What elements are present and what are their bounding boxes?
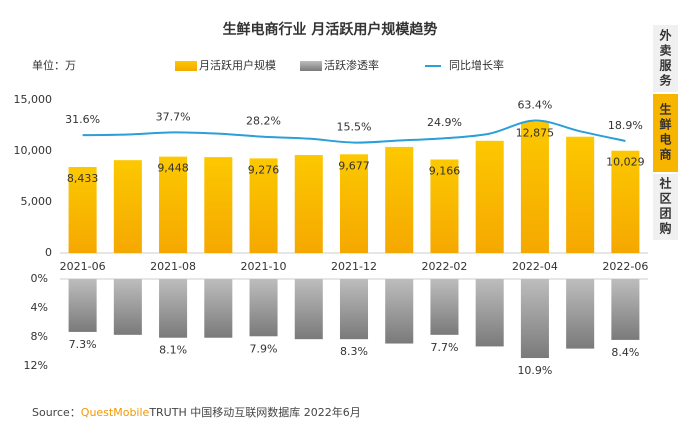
y2-tick-label: 12% [24, 359, 48, 372]
bar [520, 279, 549, 359]
y2-tick-label: 8% [31, 330, 48, 343]
bar [68, 279, 97, 332]
bar [475, 279, 504, 347]
side-tab[interactable]: 外卖服务 [653, 25, 678, 92]
source-text: TRUTH 中国移动互联网数据库 2022年6月 [149, 406, 361, 419]
data-label: 9,166 [429, 165, 461, 178]
data-label: 63.4% [517, 99, 552, 112]
legend-label: 活跃渗透率 [324, 58, 379, 72]
bar [159, 156, 188, 253]
bar [611, 279, 640, 340]
bar [566, 136, 595, 253]
y2-tick-label: 0% [31, 272, 48, 285]
legend-label: 同比增长率 [449, 58, 504, 72]
legend-swatch [300, 61, 322, 71]
bar [68, 166, 97, 253]
bar [294, 279, 323, 340]
bar [430, 279, 459, 335]
data-label: 9,677 [338, 159, 370, 172]
bar [430, 159, 459, 253]
x-tick-label: 2021-12 [331, 260, 377, 273]
x-tick-label: 2021-10 [241, 260, 287, 273]
legend-swatch [175, 61, 197, 71]
bar [294, 155, 323, 253]
x-tick-label: 2022-06 [602, 260, 648, 273]
side-tab[interactable]: 生鲜电商 [653, 94, 678, 172]
y-tick-label: 5,000 [21, 195, 53, 208]
data-label: 28.2% [246, 115, 281, 128]
data-label: 37.7% [156, 110, 191, 123]
bar [204, 279, 233, 338]
bar [204, 157, 233, 253]
data-label: 15.5% [337, 121, 372, 134]
data-label: 7.3% [69, 338, 97, 351]
bar [113, 160, 142, 253]
legend-label: 月活跃用户规模 [199, 58, 276, 72]
line [82, 119, 626, 144]
data-label: 12,875 [516, 127, 555, 140]
source-brand: QuestMobile [80, 406, 150, 419]
x-tick-label: 2022-04 [512, 260, 558, 273]
data-label: 8.3% [340, 345, 368, 358]
side-tab[interactable]: 社区团购 [653, 174, 678, 240]
bar [249, 279, 278, 337]
source-label: Source： [32, 406, 81, 419]
bar [249, 158, 278, 253]
x-tick-label: 2021-06 [60, 260, 106, 273]
bar [385, 146, 414, 253]
data-label: 10.9% [517, 364, 552, 377]
y-tick-label: 15,000 [14, 93, 53, 106]
data-label: 7.7% [430, 341, 458, 354]
bar [385, 279, 414, 344]
bar [339, 154, 369, 253]
bar [113, 279, 142, 335]
y-tick-label: 0 [45, 246, 52, 259]
x-tick-label: 2021-08 [150, 260, 196, 273]
data-label: 9,276 [248, 163, 280, 176]
data-label: 8.4% [611, 346, 639, 359]
chart-title: 生鲜电商行业 月活跃用户规模趋势 [223, 21, 438, 38]
bar [475, 140, 504, 253]
bar [520, 121, 549, 253]
bar [566, 279, 595, 349]
data-label: 8,433 [67, 172, 99, 185]
data-label: 7.9% [250, 342, 278, 355]
data-label: 9,448 [157, 162, 189, 175]
y-tick-label: 10,000 [14, 144, 53, 157]
x-tick-label: 2022-02 [421, 260, 467, 273]
data-label: 8.1% [159, 344, 187, 357]
bar [159, 279, 188, 338]
bar [611, 150, 640, 253]
unit-label: 单位：万 [32, 58, 76, 72]
data-label: 10,029 [606, 156, 645, 169]
source-note: Source：QuestMobileTRUTH 中国移动互联网数据库 2022年… [32, 404, 361, 420]
y2-tick-label: 4% [31, 301, 48, 314]
bar [339, 279, 369, 340]
data-label: 31.6% [65, 113, 100, 126]
data-label: 18.9% [608, 119, 643, 132]
data-label: 24.9% [427, 116, 462, 129]
